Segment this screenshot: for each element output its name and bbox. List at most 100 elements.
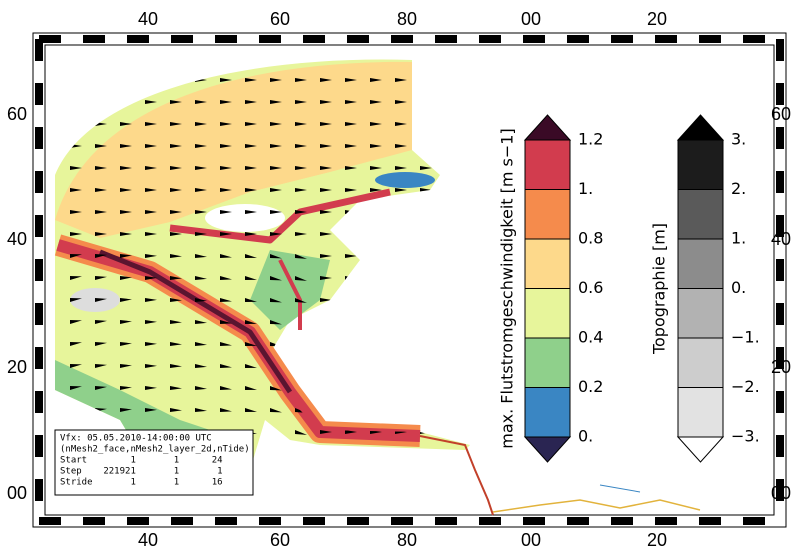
flow-arrow xyxy=(195,298,207,302)
colorbar-segment xyxy=(677,288,724,339)
flow-arrow xyxy=(445,408,457,412)
lon-label: 80 xyxy=(397,9,417,29)
flow-arrow xyxy=(70,408,82,412)
flow-arrow xyxy=(345,100,357,104)
flow-arrow xyxy=(270,408,282,413)
flow-arrow xyxy=(120,188,132,192)
flow-arrow xyxy=(120,386,132,390)
map xyxy=(54,59,701,516)
flow-arrow xyxy=(345,430,357,434)
flow-arrow xyxy=(345,342,357,346)
flow-arrow xyxy=(270,210,282,214)
river xyxy=(599,484,641,493)
channel xyxy=(278,259,302,330)
flow-arrow xyxy=(320,210,332,214)
flow-arrow xyxy=(70,210,82,214)
flow-arrow xyxy=(145,100,157,104)
flow-arrow xyxy=(320,166,332,170)
flow-arrow xyxy=(170,342,182,346)
flow-arrow xyxy=(270,254,282,259)
flow-arrow xyxy=(220,298,232,302)
flow-arrow xyxy=(345,122,357,126)
flow-arrow xyxy=(445,342,457,346)
flow-arrow xyxy=(70,386,82,390)
flow-arrow xyxy=(295,144,307,148)
flow-arrow xyxy=(345,408,357,412)
flow-arrow xyxy=(370,78,382,82)
flow-arrow xyxy=(345,166,357,170)
flow-arrow xyxy=(320,254,332,258)
flow-arrow xyxy=(295,100,307,104)
flow-arrow xyxy=(245,122,257,126)
flow-arrow xyxy=(70,188,82,192)
flow-arrow xyxy=(345,188,357,192)
flow-arrow xyxy=(220,144,232,148)
flow-arrow xyxy=(220,320,232,324)
flow-arrow xyxy=(320,342,332,346)
colorbar-tick-label: −1. xyxy=(731,328,760,347)
flow-arrow xyxy=(120,166,132,170)
flow-arrow xyxy=(95,254,107,258)
flow-arrow xyxy=(345,144,357,148)
flow-arrow xyxy=(170,254,182,258)
flow-arrow xyxy=(270,166,282,170)
flow-arrow xyxy=(95,232,107,236)
flow-arrow xyxy=(270,232,282,236)
flow-arrow xyxy=(445,100,457,104)
lon-label: 60 xyxy=(270,9,290,29)
flow-arrow xyxy=(95,100,107,104)
colorbar-tick-label: 0.2 xyxy=(578,377,603,396)
flow-arrow xyxy=(270,188,282,192)
flow-arrow xyxy=(395,232,407,236)
flow-arrow xyxy=(195,122,207,126)
flow-arrow xyxy=(120,320,132,324)
flow-arrow xyxy=(445,210,457,214)
flow-arrow xyxy=(195,100,207,104)
info-line: Vfx: 05.05.2010-14:00:00 UTC xyxy=(60,434,212,444)
flow-arrow xyxy=(320,188,332,192)
flow-arrow xyxy=(395,342,407,346)
flow-arrow xyxy=(345,364,357,368)
flow-arrow xyxy=(120,144,132,148)
flow-arrow xyxy=(320,298,332,302)
flow-arrow xyxy=(370,122,382,126)
flow-arrow xyxy=(445,276,457,280)
flow-arrow xyxy=(70,78,82,82)
flow-arrow xyxy=(245,166,257,170)
flow-arrow xyxy=(170,100,182,104)
flow-arrow xyxy=(220,386,232,390)
flow-arrow xyxy=(70,122,82,126)
flow-arrow xyxy=(345,210,357,214)
flow-arrow xyxy=(345,386,357,390)
flow-arrow xyxy=(145,386,157,390)
flow-arrow xyxy=(420,122,432,126)
colorbars: 1.2 1. 0.8 0.6 0.4 0.2 0. max. Flutstromgeschwi… xyxy=(498,114,760,463)
flow-arrow xyxy=(370,100,382,104)
flow-arrow xyxy=(370,364,382,368)
flow-arrow xyxy=(170,298,182,302)
flow-arrow xyxy=(70,276,82,280)
flow-arrow xyxy=(370,188,382,192)
flow-arrow xyxy=(270,78,282,82)
flow-arrow xyxy=(370,342,382,346)
flow-arrow xyxy=(145,364,157,368)
colorbar-tick-label: −3. xyxy=(731,427,760,446)
flow-arrow xyxy=(95,364,107,368)
flow-arrow xyxy=(170,188,182,192)
flow-arrow xyxy=(145,166,157,170)
flow-arrow xyxy=(145,188,157,192)
flow-arrow xyxy=(420,386,432,390)
flow-arrow xyxy=(420,342,432,346)
flow-arrow xyxy=(445,144,457,148)
flow-arrow xyxy=(420,100,432,104)
colorbar-tick-label: 0. xyxy=(731,278,746,297)
flow-arrow xyxy=(195,408,207,412)
flow-arrow xyxy=(170,144,182,148)
flow-arrow xyxy=(370,166,382,170)
flow-arrow xyxy=(195,320,207,324)
colorbar: 1.2 1. 0.8 0.6 0.4 0.2 0. max. Flutstromgeschwi… xyxy=(498,114,603,463)
info-line: (nMesh2_face,nMesh2_layer_2d,nTide) xyxy=(60,445,250,455)
flow-arrow xyxy=(420,166,432,170)
flow-arrow xyxy=(420,276,432,280)
colorbar-segment xyxy=(677,337,724,388)
